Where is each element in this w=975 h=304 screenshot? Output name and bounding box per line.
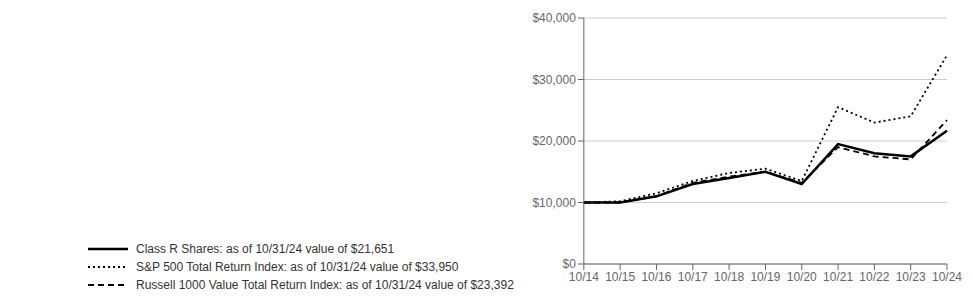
html-text:Russell 1000 Value Total Retur: Russell 1000 Value Total Return Index: a…	[136, 278, 514, 292]
svg-text:10/19: 10/19	[750, 270, 780, 284]
svg-text:10/15: 10/15	[605, 270, 635, 284]
svg-text:$10,000: $10,000	[532, 196, 576, 210]
svg-text:10/17: 10/17	[678, 270, 708, 284]
svg-text:10/16: 10/16	[641, 270, 671, 284]
svg-text:$20,000: $20,000	[532, 134, 576, 148]
html-text:Class R Shares: as of 10/31/24: Class R Shares: as of 10/31/24 value of …	[136, 242, 395, 256]
svg-text:10/23: 10/23	[896, 270, 926, 284]
svg-text:$0: $0	[562, 257, 576, 271]
svg-text:10/21: 10/21	[823, 270, 853, 284]
svg-text:10/20: 10/20	[787, 270, 817, 284]
svg-text:10/18: 10/18	[714, 270, 744, 284]
svg-text:$40,000: $40,000	[532, 11, 576, 25]
html-text:S&P 500 Total Return Index: as: S&P 500 Total Return Index: as of 10/31/…	[136, 260, 459, 274]
svg-text:10/14: 10/14	[569, 270, 599, 284]
svg-text:10/24: 10/24	[932, 270, 962, 284]
svg-text:10/22: 10/22	[859, 270, 889, 284]
svg-text:$30,000: $30,000	[532, 73, 576, 87]
